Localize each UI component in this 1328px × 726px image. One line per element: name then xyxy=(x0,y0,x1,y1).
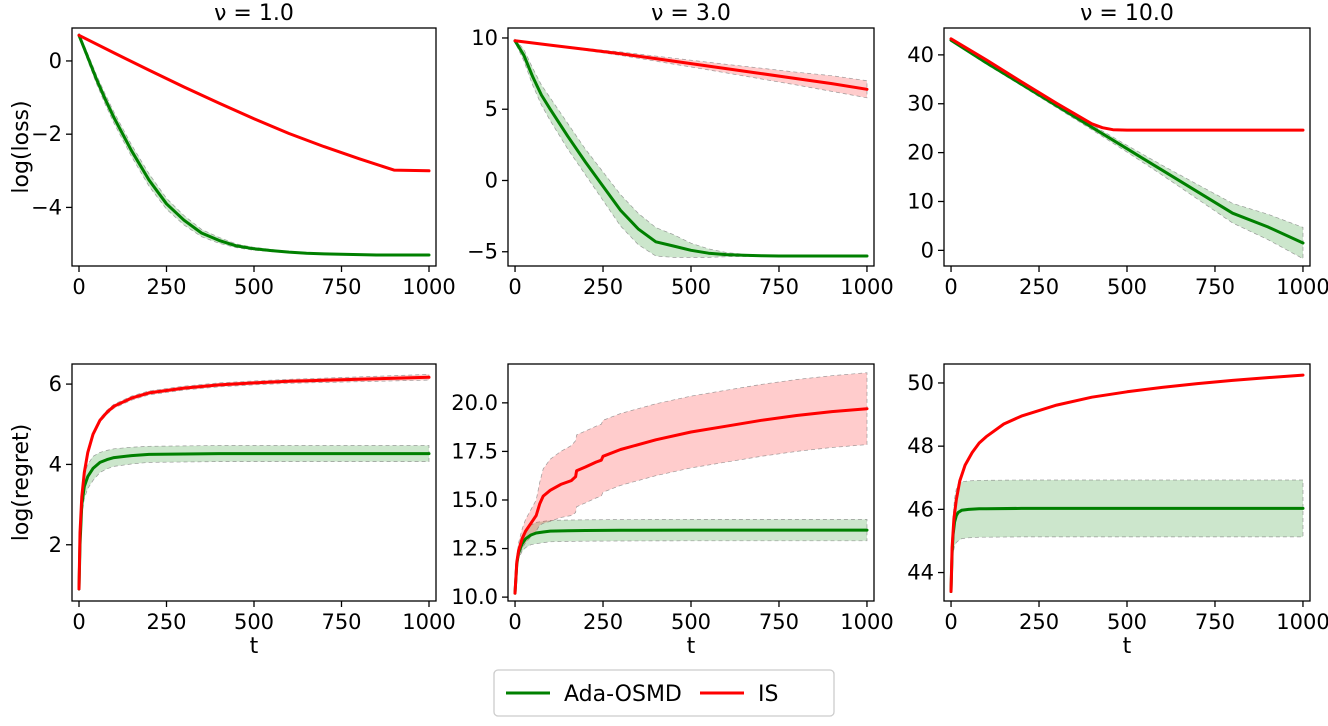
y-tick-label: 0 xyxy=(921,238,934,262)
y-tick-label: 10.0 xyxy=(451,585,498,609)
panel-6: 0 250 500 750 1000 44 46 48 50 t xyxy=(907,363,1328,659)
band-ada xyxy=(514,38,868,258)
series-line-ada xyxy=(513,39,869,258)
plot-area xyxy=(513,372,869,595)
series-line-ada xyxy=(77,33,431,257)
panel-5: 0 250 500 750 1000 10.0 12.5 15.0 17.5 20.0 t xyxy=(451,363,894,659)
y-axis-label: log(regret) xyxy=(9,424,34,542)
series-line-is xyxy=(513,39,869,91)
y-tick-label: 5 xyxy=(485,97,498,121)
legend-frame xyxy=(493,669,835,717)
x-axis-label: t xyxy=(250,634,259,659)
series-line-is xyxy=(77,375,431,591)
y-tick-label: 15.0 xyxy=(451,488,498,512)
legend-label: IS xyxy=(758,682,778,707)
plot-area xyxy=(513,38,869,258)
y-tick-label: −2 xyxy=(31,122,62,146)
y-axis-label: log(loss) xyxy=(9,100,34,193)
x-tick-label: 1000 xyxy=(840,275,893,299)
x-tick-label: 750 xyxy=(321,610,361,634)
x-tick-label: 500 xyxy=(234,275,274,299)
x-axis-label: t xyxy=(1123,634,1132,659)
x-tick-label: 250 xyxy=(1019,610,1059,634)
y-tick-label: −5 xyxy=(467,240,498,264)
band-ada xyxy=(78,32,430,257)
y-tick-label: 48 xyxy=(907,434,934,458)
series-line-is xyxy=(949,37,1305,132)
y-tick-label: 12.5 xyxy=(451,537,498,561)
legend-label: Ada-OSMD xyxy=(564,682,682,707)
x-tick-label: 0 xyxy=(72,610,85,634)
band-ada xyxy=(78,445,430,592)
y-tick-label: 44 xyxy=(907,561,934,585)
x-tick-label: 500 xyxy=(671,610,711,634)
y-tick-label: −4 xyxy=(31,195,62,219)
series-line-ada xyxy=(77,452,431,591)
y-tick-label: 30 xyxy=(907,92,934,116)
band-ada xyxy=(950,479,1304,594)
panel-title: ν = 3.0 xyxy=(651,1,731,26)
x-tick-label: 500 xyxy=(671,275,711,299)
y-tick-label: 6 xyxy=(49,372,62,396)
x-tick-label: 1000 xyxy=(402,610,455,634)
plot-area xyxy=(949,373,1305,594)
band-is xyxy=(514,40,868,99)
x-tick-label: 0 xyxy=(508,610,521,634)
x-tick-label: 0 xyxy=(72,275,85,299)
x-tick-label: 500 xyxy=(1107,275,1147,299)
plot-area xyxy=(77,32,431,257)
x-tick-label: 750 xyxy=(1195,275,1235,299)
x-tick-label: 750 xyxy=(1195,610,1235,634)
y-tick-label: 0 xyxy=(485,168,498,192)
series-line-is xyxy=(77,33,431,173)
x-tick-label: 250 xyxy=(146,610,186,634)
plot-area xyxy=(77,374,431,592)
y-tick-label: 20.0 xyxy=(451,391,498,415)
panel-4: 0 250 500 750 1000 2 4 6 t log(regret) xyxy=(9,363,456,659)
y-tick-label: 10 xyxy=(907,189,934,213)
y-tick-label: 20 xyxy=(907,141,934,165)
x-tick-label: 250 xyxy=(583,610,623,634)
x-tick-label: 750 xyxy=(321,275,361,299)
y-tick-label: 10 xyxy=(471,26,498,50)
y-tick-label: 2 xyxy=(49,533,62,557)
x-tick-label: 250 xyxy=(146,275,186,299)
x-tick-label: 500 xyxy=(234,610,274,634)
y-tick-label: 4 xyxy=(49,452,62,476)
x-tick-label: 1000 xyxy=(1276,275,1328,299)
x-axis-label: t xyxy=(687,634,696,659)
y-tick-label: 17.5 xyxy=(451,439,498,463)
panel-3: 0 250 500 750 1000 0 10 20 30 40 ν = 10.0 xyxy=(907,1,1328,299)
y-tick-label: 0 xyxy=(49,49,62,73)
legend: Ada-OSMD IS xyxy=(493,669,835,717)
panel-title: ν = 1.0 xyxy=(214,1,294,26)
band-is xyxy=(950,37,1304,131)
x-tick-label: 750 xyxy=(759,610,799,634)
x-tick-label: 250 xyxy=(1019,275,1059,299)
band-is xyxy=(514,372,868,595)
panel-2: 0 250 500 750 1000 −5 0 5 10 ν = 3.0 xyxy=(467,1,894,299)
y-tick-label: 40 xyxy=(907,43,934,67)
series-line-ada xyxy=(949,38,1305,245)
series-line-is xyxy=(513,407,869,595)
x-tick-label: 500 xyxy=(1107,610,1147,634)
x-tick-label: 0 xyxy=(508,275,521,299)
y-tick-label: 50 xyxy=(907,371,934,395)
x-tick-label: 0 xyxy=(944,275,957,299)
band-is xyxy=(78,374,430,590)
panel-title: ν = 10.0 xyxy=(1080,1,1174,26)
x-tick-label: 1000 xyxy=(402,275,455,299)
series-line-is xyxy=(949,373,1305,593)
x-tick-label: 1000 xyxy=(1276,610,1328,634)
plot-area xyxy=(949,37,1305,260)
x-tick-label: 750 xyxy=(759,275,799,299)
y-tick-label: 46 xyxy=(907,497,934,521)
panel-1: 0 250 500 750 1000 −4 −2 0 ν = 1.0 log(loss) xyxy=(9,1,456,299)
x-tick-label: 1000 xyxy=(840,610,893,634)
x-tick-label: 250 xyxy=(583,275,623,299)
x-tick-label: 0 xyxy=(944,610,957,634)
